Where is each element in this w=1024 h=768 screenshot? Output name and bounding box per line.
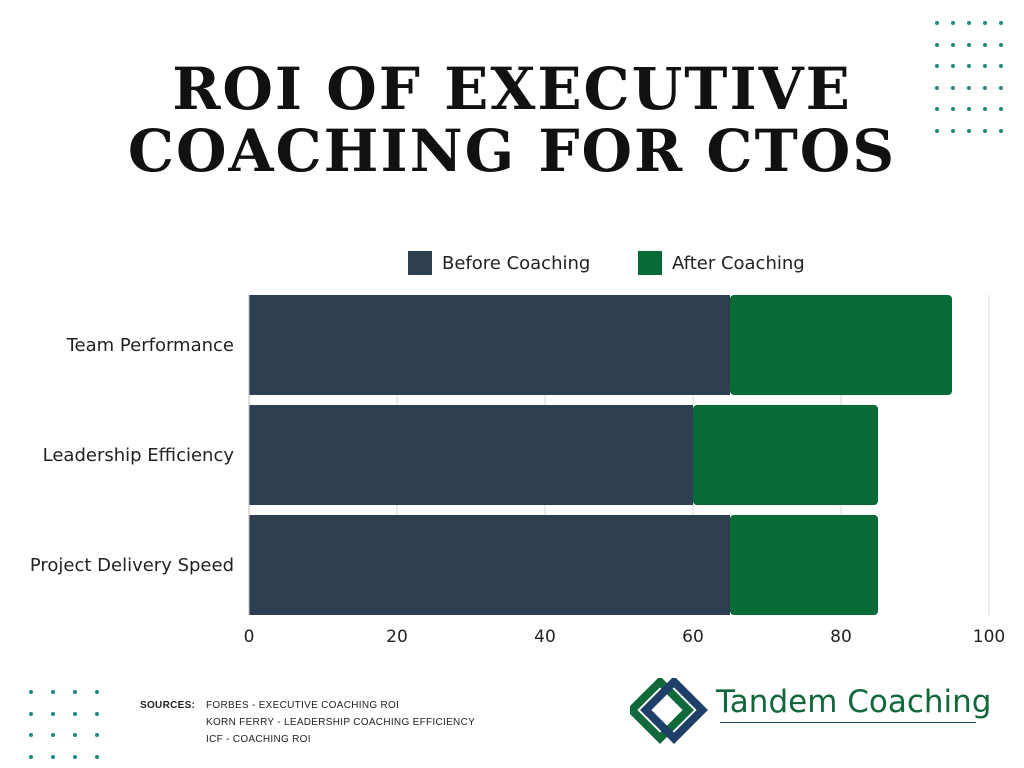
y-tick-label: Leadership Efficiency [43,445,235,466]
decor-dot [983,129,987,133]
decor-dot [73,711,77,716]
decor-dot [51,754,55,759]
decor-dot [999,21,1003,25]
legend-label: Before Coaching [442,253,590,274]
decor-dot [29,690,33,694]
bar-before [249,515,730,615]
source-item: KORN FERRY - LEADERSHIP COACHING EFFICIE… [206,717,476,728]
source-item: ICF - COACHING ROI [206,734,311,745]
decor-dot [95,690,99,694]
decor-dot [999,42,1003,47]
title-line-2: COACHING FOR CTOS [127,117,897,185]
bar-before [249,295,730,395]
decor-dot [73,754,77,759]
legend-swatch [408,251,432,275]
x-tick-label: 80 [830,627,852,647]
decor-dot [935,107,939,112]
y-tick-label: Project Delivery Speed [30,555,234,576]
decor-dot [967,85,971,90]
chart-title: ROI OF EXECUTIVE COACHING FOR CTOS [0,58,1024,182]
decor-dot [983,107,987,112]
decor-dot [29,733,33,737]
decor-dot [983,42,987,47]
decor-dot [951,85,955,90]
y-tick-label: Team Performance [66,335,234,356]
decor-dot [29,711,33,716]
decor-dot [951,21,955,25]
decor-dot [935,64,939,69]
decor-dot [967,42,971,47]
decor-dot [983,85,987,90]
x-tick-label: 40 [534,627,556,647]
decor-dot [51,733,55,737]
decor-dot [967,21,971,25]
bar-chart: 0 20 40 60 80 100 Team Performance Leadership E… [30,251,1005,647]
decor-dot [73,733,77,737]
logo-text: Tandem Coaching [716,684,992,720]
decor-dot [983,21,987,25]
decor-dot [999,129,1003,133]
decor-dot [51,690,55,694]
decor-dot [951,64,955,69]
decor-dot [95,733,99,737]
decor-dot [967,129,971,133]
decor-dot [29,754,33,759]
decor-dot [951,42,955,47]
decor-dot [999,107,1003,112]
decor-dot [999,64,1003,69]
decor-dot [95,754,99,759]
decor-dot [51,711,55,716]
decor-dot [95,711,99,716]
bar-before [249,405,693,505]
decor-dot [967,64,971,69]
decor-dot [73,690,77,694]
decor-dot [983,64,987,69]
decor-dot [935,129,939,133]
decor-dot [951,107,955,112]
bar-after [693,405,878,505]
decor-dot [935,42,939,47]
bar-after [730,515,878,615]
x-tick-label: 60 [682,627,704,647]
x-tick-label: 0 [244,627,255,647]
decor-dot [999,85,1003,90]
decor-dot [935,85,939,90]
source-item: FORBES - EXECUTIVE COACHING ROI [206,700,400,711]
decor-dot [967,107,971,112]
title-line-1: ROI OF EXECUTIVE [172,55,852,123]
logo-mark-icon [630,678,708,744]
decor-dot [935,21,939,25]
decor-dot [951,129,955,133]
logo-underline [720,722,976,723]
sources-label: SOURCES: [140,700,196,711]
legend-swatch [638,251,662,275]
bar-after [730,295,952,395]
x-tick-label: 100 [973,627,1005,647]
legend-label: After Coaching [672,253,805,274]
x-tick-label: 20 [386,627,408,647]
